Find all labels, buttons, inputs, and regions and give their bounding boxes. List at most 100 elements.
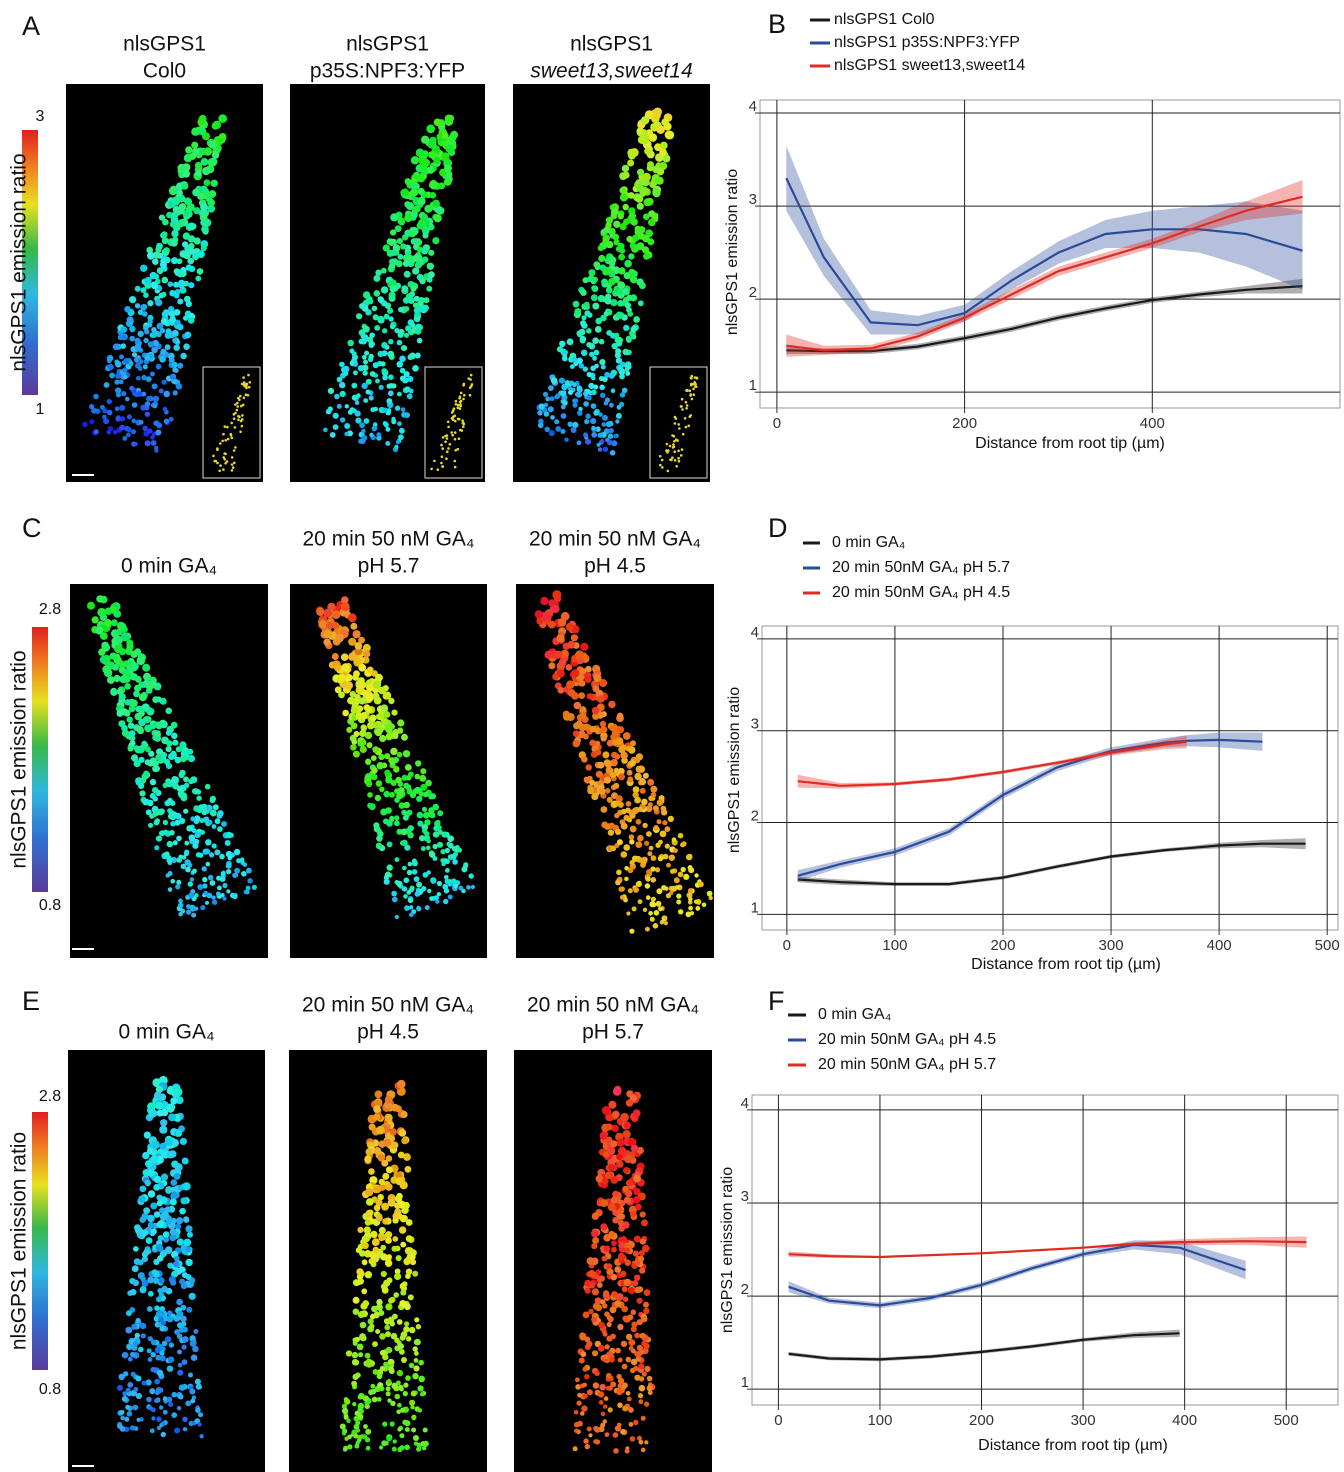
cell — [155, 246, 161, 252]
colorbar-min: 0.8 — [39, 1381, 61, 1398]
cell — [574, 398, 579, 403]
cell — [440, 849, 445, 854]
cell — [395, 1177, 403, 1185]
cell — [386, 1391, 391, 1396]
cell — [425, 780, 432, 787]
cell — [205, 784, 211, 790]
cell — [170, 821, 175, 826]
cell — [577, 358, 583, 364]
cell — [342, 710, 349, 717]
cell — [380, 809, 387, 816]
cell — [552, 673, 559, 680]
cell — [636, 766, 643, 773]
cell — [548, 406, 554, 412]
cell — [127, 1382, 133, 1388]
cell — [634, 1333, 640, 1339]
cell — [202, 877, 207, 882]
cell — [166, 763, 172, 769]
cell — [590, 418, 596, 424]
cell — [372, 767, 378, 773]
cell — [340, 391, 346, 397]
cell — [591, 376, 596, 381]
cell — [620, 1271, 626, 1277]
cell — [606, 1124, 613, 1131]
cell — [375, 795, 381, 801]
cell — [615, 352, 621, 358]
cell — [434, 895, 439, 900]
cell — [246, 868, 252, 874]
cell — [360, 1322, 367, 1329]
cell — [638, 226, 645, 233]
cell — [190, 877, 194, 881]
cell — [426, 839, 431, 844]
inset-cell — [675, 438, 678, 441]
cell — [631, 334, 637, 340]
cell — [390, 214, 398, 222]
cell — [426, 846, 431, 851]
cell — [588, 787, 594, 793]
cell — [438, 123, 445, 130]
cell — [133, 1246, 139, 1252]
cell — [657, 799, 664, 806]
inset-cell — [671, 434, 674, 437]
cell — [359, 697, 366, 704]
cell — [165, 1188, 171, 1194]
cell — [545, 397, 550, 402]
cell — [152, 333, 157, 338]
cell — [640, 778, 646, 784]
cell — [622, 172, 629, 179]
cell — [339, 362, 345, 368]
cell — [390, 1421, 395, 1426]
cell — [409, 1363, 414, 1368]
cell — [357, 1344, 364, 1351]
cell — [603, 1234, 611, 1242]
cell — [369, 803, 376, 810]
inset-cell — [226, 426, 229, 429]
cell — [403, 1391, 408, 1396]
inset-cell — [247, 374, 250, 377]
inset-cell — [457, 404, 460, 407]
cell — [602, 422, 607, 427]
inset-cell — [433, 460, 436, 463]
cell — [548, 385, 554, 391]
cell — [648, 802, 653, 807]
cell — [390, 250, 396, 256]
image-title: nlsGPS1 — [123, 33, 206, 56]
cell — [123, 375, 128, 380]
cell — [213, 121, 221, 129]
cell — [365, 759, 371, 765]
cell — [131, 1372, 136, 1377]
cell — [142, 1381, 147, 1386]
cell — [574, 1422, 579, 1427]
cell — [186, 825, 192, 831]
cell — [415, 262, 422, 269]
cell — [441, 831, 447, 837]
cell — [621, 823, 628, 830]
cell — [206, 805, 213, 812]
cell — [614, 768, 620, 774]
cell — [183, 343, 190, 350]
inset-cell — [449, 443, 452, 446]
cell — [626, 801, 632, 807]
inset-cell — [447, 426, 450, 429]
cell — [375, 1090, 383, 1098]
cell — [151, 1416, 155, 1420]
cell — [644, 1402, 649, 1407]
cell — [125, 699, 131, 705]
cell — [153, 1184, 160, 1191]
cell — [178, 1394, 184, 1400]
cell — [640, 788, 646, 794]
cell — [115, 361, 121, 367]
inset-cell — [673, 446, 676, 449]
inset-cell — [455, 403, 458, 406]
cell — [688, 906, 693, 911]
cell — [620, 1429, 626, 1435]
cell — [654, 910, 660, 916]
cell — [163, 247, 170, 254]
cell — [174, 1428, 180, 1434]
inset-cell — [693, 381, 696, 384]
cell — [194, 832, 201, 839]
cell — [614, 813, 619, 818]
cell — [92, 616, 99, 623]
cell — [387, 351, 394, 358]
